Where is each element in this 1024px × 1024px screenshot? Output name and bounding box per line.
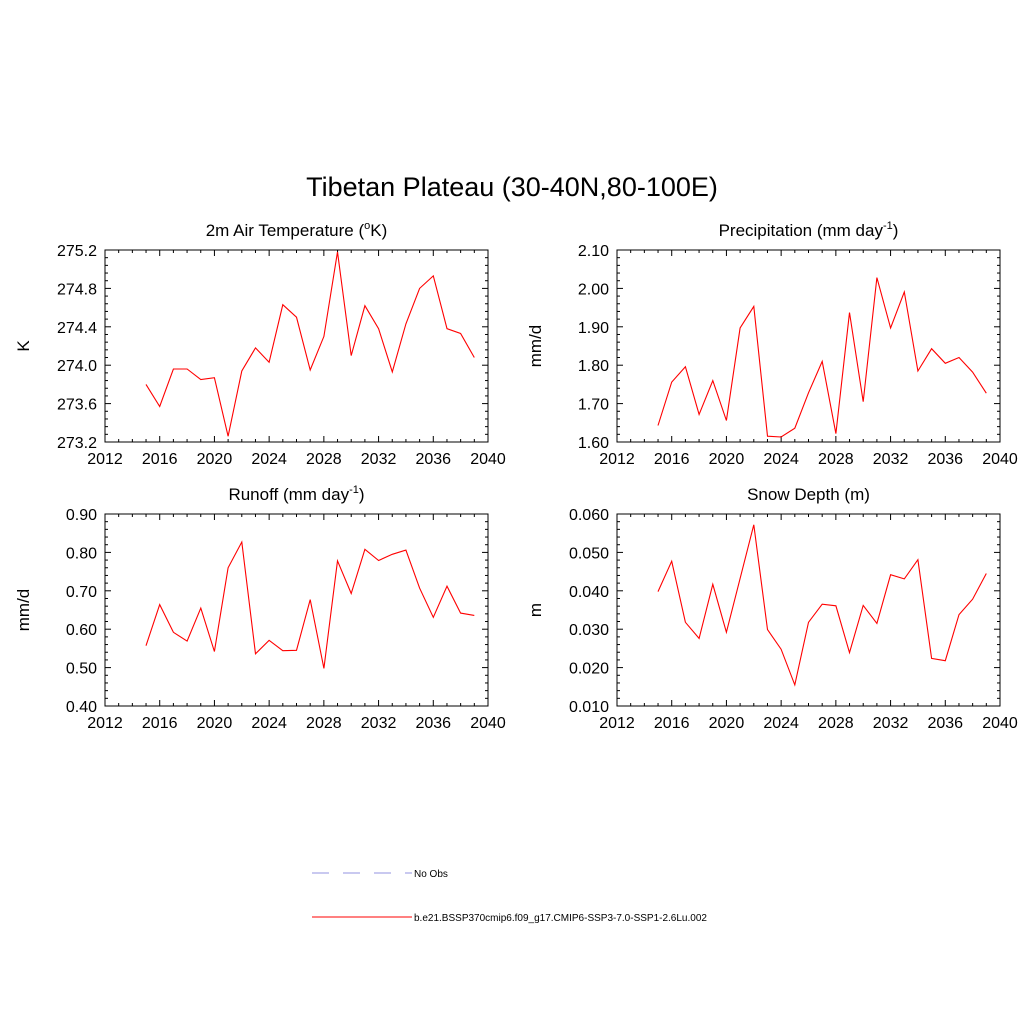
plot-frame bbox=[616, 249, 1001, 443]
y-tick-label: 0.40 bbox=[66, 699, 97, 716]
panel-title: 2m Air Temperature (oK) bbox=[206, 220, 388, 240]
x-tick-label: 2032 bbox=[873, 715, 909, 732]
figure-title: Tibetan Plateau (30-40N,80-100E) bbox=[306, 172, 718, 202]
y-tick-label: 0.040 bbox=[569, 584, 609, 601]
x-tick-label: 2028 bbox=[306, 451, 342, 468]
x-tick-label: 2020 bbox=[197, 451, 233, 468]
panel-title: Runoff (mm day-1) bbox=[228, 484, 364, 504]
x-tick-label: 2020 bbox=[709, 451, 745, 468]
series-line bbox=[657, 277, 987, 438]
x-tick-label: 2032 bbox=[361, 715, 397, 732]
y-tick-label: 1.80 bbox=[578, 358, 609, 375]
x-tick-label: 2036 bbox=[927, 715, 963, 732]
y-axis-label: mm/d bbox=[526, 325, 545, 368]
panel-title-main: Precipitation (mm day bbox=[719, 221, 884, 240]
x-tick-label: 2028 bbox=[818, 715, 854, 732]
y-tick-label: 0.70 bbox=[66, 584, 97, 601]
x-tick-label: 2024 bbox=[251, 451, 287, 468]
y-tick-label: 1.60 bbox=[578, 435, 609, 452]
x-tick-label: 2036 bbox=[927, 451, 963, 468]
x-tick-label: 2016 bbox=[142, 715, 178, 732]
legend-label-model-run: b.e21.BSSP370cmip6.f09_g17.CMIP6-SSP3-7.… bbox=[414, 913, 707, 924]
y-tick-label: 0.030 bbox=[569, 622, 609, 639]
x-tick-label: 2036 bbox=[415, 451, 451, 468]
panel-air-temperature: 2012 2016 2020 2024 2028 2032 2036 2040 273.2 273… bbox=[14, 220, 506, 468]
x-tick-label: 2032 bbox=[873, 451, 909, 468]
y-tick-label: 0.80 bbox=[66, 545, 97, 562]
y-tick-label: 1.70 bbox=[578, 397, 609, 414]
x-tick-label: 2024 bbox=[251, 715, 287, 732]
x-tick-label: 2040 bbox=[982, 715, 1018, 732]
x-tick-label: 2016 bbox=[654, 451, 690, 468]
series-line bbox=[145, 540, 475, 669]
y-tick-label: 274.8 bbox=[57, 281, 97, 298]
y-tick-label: 273.6 bbox=[57, 397, 97, 414]
y-tick-label: 275.2 bbox=[57, 243, 97, 260]
y-tick-label: 0.020 bbox=[569, 661, 609, 678]
panels: 2012 2016 2020 2024 2028 2032 2036 2040 273.2 273… bbox=[14, 220, 1018, 732]
panel-title-superscript: o bbox=[364, 220, 370, 232]
panel-runoff: 2012 2016 2020 2024 2028 2032 2036 2040 0.40 0.50… bbox=[14, 484, 506, 732]
y-tick-label: 274.4 bbox=[57, 320, 97, 337]
y-tick-label: 0.010 bbox=[569, 699, 609, 716]
y-tick-label: 0.60 bbox=[66, 622, 97, 639]
x-tick-label: 2028 bbox=[306, 715, 342, 732]
x-tick-label: 2016 bbox=[654, 715, 690, 732]
y-tick-label: 2.00 bbox=[578, 281, 609, 298]
panel-title-tail: ) bbox=[359, 485, 365, 504]
x-tick-label: 2036 bbox=[415, 715, 451, 732]
x-tick-label: 2024 bbox=[763, 715, 799, 732]
x-tick-label: 2020 bbox=[709, 715, 745, 732]
x-tick-label: 2016 bbox=[142, 451, 178, 468]
y-axis-label: mm/d bbox=[14, 589, 33, 632]
panel-title-main: Snow Depth (m) bbox=[747, 485, 870, 504]
panel-title-tail: K) bbox=[370, 221, 387, 240]
x-tick-label: 2040 bbox=[470, 451, 506, 468]
y-tick-label: 0.050 bbox=[569, 545, 609, 562]
y-tick-label: 0.50 bbox=[66, 661, 97, 678]
y-axis-label: m bbox=[526, 603, 545, 617]
x-tick-label: 2012 bbox=[599, 451, 635, 468]
y-tick-label: 0.060 bbox=[569, 507, 609, 524]
x-tick-label: 2020 bbox=[197, 715, 233, 732]
panel-title-main: 2m Air Temperature ( bbox=[206, 221, 365, 240]
x-tick-label: 2040 bbox=[470, 715, 506, 732]
panel-title-main: Runoff (mm day bbox=[228, 485, 349, 504]
legend-label-no-obs: No Obs bbox=[414, 869, 448, 880]
panel-title-superscript: -1 bbox=[349, 484, 359, 496]
panel-title: Snow Depth (m) bbox=[747, 485, 870, 504]
series-line bbox=[145, 251, 475, 437]
panel-title-tail: ) bbox=[893, 221, 899, 240]
x-tick-label: 2012 bbox=[599, 715, 635, 732]
plot-frame bbox=[616, 513, 1001, 707]
x-tick-label: 2032 bbox=[361, 451, 397, 468]
x-tick-label: 2028 bbox=[818, 451, 854, 468]
x-tick-label: 2024 bbox=[763, 451, 799, 468]
x-tick-label: 2012 bbox=[87, 451, 123, 468]
panel-title-superscript: -1 bbox=[883, 220, 893, 232]
x-tick-label: 2040 bbox=[982, 451, 1018, 468]
legend: No Obs b.e21.BSSP370cmip6.f09_g17.CMIP6-… bbox=[312, 869, 707, 924]
x-tick-label: 2012 bbox=[87, 715, 123, 732]
y-tick-label: 273.2 bbox=[57, 435, 97, 452]
series-line bbox=[657, 524, 987, 687]
panel-title: Precipitation (mm day-1) bbox=[719, 220, 899, 240]
panel-snow-depth: 2012 2016 2020 2024 2028 2032 2036 2040 0.010 0.0… bbox=[526, 485, 1018, 732]
y-axis-label: K bbox=[14, 340, 33, 352]
y-tick-label: 0.90 bbox=[66, 507, 97, 524]
y-tick-label: 2.10 bbox=[578, 243, 609, 260]
y-tick-label: 274.0 bbox=[57, 358, 97, 375]
panel-precipitation: 2012 2016 2020 2024 2028 2032 2036 2040 1.60 1.70… bbox=[526, 220, 1018, 468]
y-tick-label: 1.90 bbox=[578, 320, 609, 337]
